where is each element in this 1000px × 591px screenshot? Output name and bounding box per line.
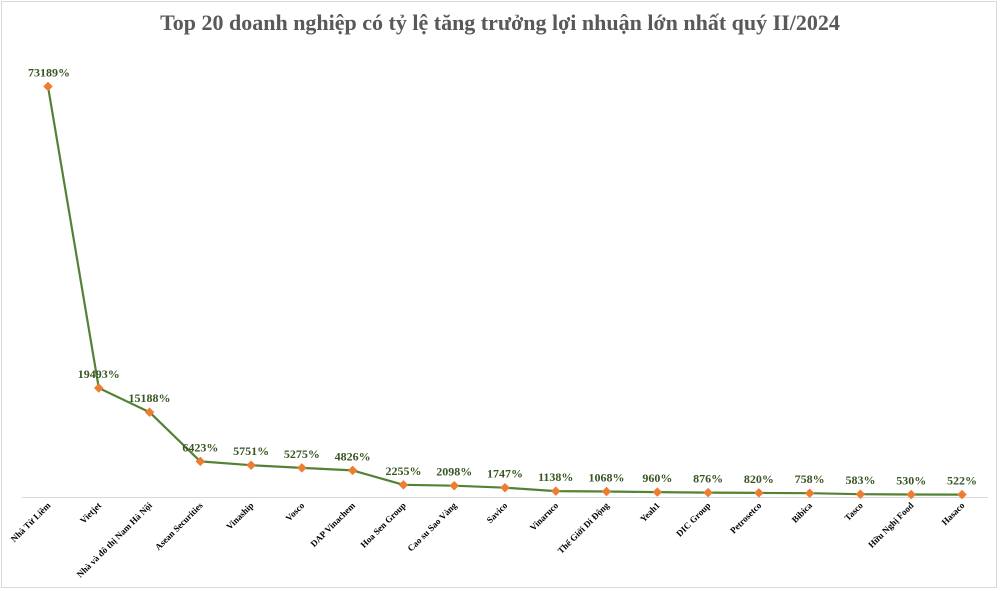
data-label: 820% — [744, 472, 774, 486]
data-point — [601, 486, 612, 497]
x-tick-label: Hữu Nghị Food — [866, 500, 915, 549]
data-point — [195, 456, 206, 467]
data-label: 15188% — [129, 391, 171, 405]
data-point — [855, 489, 866, 500]
data-point — [652, 487, 663, 497]
chart-title: Top 20 doanh nghiệp có tỷ lệ tăng trưởng… — [160, 10, 840, 35]
data-label: 960% — [642, 471, 672, 485]
data-label: 1747% — [487, 467, 523, 481]
data-point — [804, 488, 815, 499]
x-tick-label: Vinaship — [224, 500, 255, 531]
x-tick-label: Vietjet — [78, 500, 103, 525]
data-point — [906, 489, 917, 500]
data-label: 758% — [795, 472, 825, 486]
x-tick-label: Asean Securities — [153, 500, 205, 552]
data-label: 19493% — [78, 367, 120, 381]
x-tick-label: Yeah1 — [638, 500, 662, 524]
x-tick-label: DAP Vinachem — [308, 500, 357, 549]
data-point — [297, 463, 307, 473]
data-label: 1138% — [538, 470, 573, 484]
x-tick-label: Hoa Sen Group — [358, 500, 407, 549]
data-point — [93, 383, 104, 393]
x-tick-label: Nhà Từ Liêm — [9, 500, 53, 544]
series-line — [46, 86, 963, 496]
data-label: 1068% — [589, 471, 625, 485]
data-label: 583% — [845, 473, 875, 487]
x-tick-label: Vinaruco — [528, 500, 561, 533]
data-point — [43, 81, 53, 92]
data-label: 876% — [693, 472, 723, 486]
x-tick-label: Cao su Sao Vàng — [406, 500, 459, 553]
data-label: 2255% — [385, 464, 421, 478]
data-point — [703, 487, 713, 498]
x-tick-label: Petrosetco — [728, 500, 764, 536]
x-tick-label: Bibica — [790, 500, 815, 525]
data-label: 530% — [896, 474, 926, 488]
data-point — [449, 480, 460, 491]
data-label: 73189% — [28, 66, 70, 80]
data-label: 5275% — [284, 447, 320, 461]
data-label: 4826% — [335, 449, 371, 463]
data-point — [246, 460, 256, 471]
data-label: 6423% — [182, 440, 218, 454]
data-point — [550, 486, 561, 496]
data-label: 5751% — [233, 444, 269, 458]
data-label: 522% — [947, 474, 977, 488]
data-point — [500, 482, 510, 493]
x-tick-label: Hasaco — [940, 500, 967, 527]
data-point — [754, 488, 764, 498]
x-tick-label: Tasco — [842, 500, 865, 523]
data-label: 2098% — [436, 465, 472, 479]
x-tick-label: Thế Giới Di Động — [556, 500, 612, 556]
x-tick-label: Vosco — [284, 500, 307, 523]
x-tick-label: Savico — [485, 500, 510, 525]
x-tick-label: DIC Group — [674, 500, 712, 538]
data-point — [347, 465, 358, 476]
data-point — [398, 479, 409, 490]
data-point — [144, 407, 155, 418]
data-point — [957, 489, 967, 500]
